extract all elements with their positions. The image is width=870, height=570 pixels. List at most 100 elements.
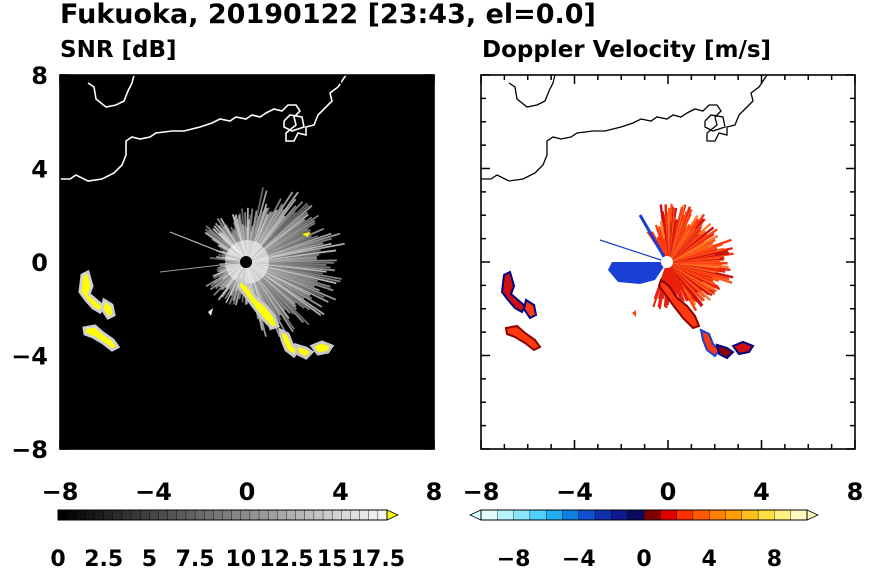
snr-colorbar-tick-labels: 0 2.5 5 7.5 10 12.5 15 17.5 bbox=[50, 547, 405, 570]
snr-colorbar-bin bbox=[112, 509, 123, 521]
snr-axis-ticks bbox=[59, 74, 435, 450]
echo-cluster-west-2 bbox=[100, 297, 116, 320]
snr-coastline bbox=[60, 74, 347, 182]
snr-colorbar-bin bbox=[213, 509, 224, 521]
doppler-colorbar-tick-label: 8 bbox=[767, 547, 782, 570]
snr-colorbar-bin bbox=[295, 509, 306, 521]
doppler-ray-west bbox=[599, 239, 668, 263]
doppler-colorbar-bin bbox=[741, 509, 759, 521]
doppler-colorbar-bin bbox=[774, 509, 792, 521]
snr-x-tick-label: 4 bbox=[332, 478, 349, 506]
doppler-blue-sector bbox=[599, 214, 669, 284]
doppler-axis-ticks bbox=[480, 74, 856, 450]
snr-colorbar-bin bbox=[66, 509, 77, 521]
snr-colorbar-bin bbox=[57, 509, 68, 521]
snr-colorbar-bin bbox=[185, 509, 196, 521]
doppler-colorbar-bin bbox=[497, 509, 515, 521]
vel-cluster-southwest bbox=[504, 324, 542, 352]
echo-speck-northeast bbox=[302, 232, 310, 237]
doppler-echo-clusters bbox=[500, 270, 755, 360]
doppler-radar-site-marker bbox=[661, 256, 673, 268]
vel-cluster-south-1 bbox=[699, 328, 721, 358]
snr-colorbar-bin bbox=[331, 509, 342, 521]
doppler-colorbar-bin bbox=[790, 509, 808, 521]
snr-colorbar-bin bbox=[167, 509, 178, 521]
snr-y-tick-labels: 8 4 0 −4 −8 bbox=[11, 62, 48, 464]
snr-ray-south bbox=[225, 261, 247, 304]
vel-line-southeast bbox=[657, 278, 701, 330]
snr-panel: SNR [dB] −8 −4 0 4 8 8 4 0 −4 −8 bbox=[11, 37, 442, 570]
snr-colorbar-bin bbox=[85, 509, 96, 521]
doppler-colorbar-frame bbox=[480, 509, 808, 521]
doppler-ray-northwest bbox=[638, 214, 669, 263]
doppler-colorbar-bin bbox=[513, 509, 531, 521]
snr-colorbar-bin bbox=[231, 509, 242, 521]
snr-colorbar-tick-label: 7.5 bbox=[176, 547, 215, 570]
vel-cluster-south-2 bbox=[715, 343, 735, 360]
doppler-colorbar-min-arrow bbox=[469, 509, 482, 521]
snr-colorbar-tick-label: 0 bbox=[50, 547, 65, 570]
snr-colorbar-bin bbox=[258, 509, 269, 521]
doppler-x-tick-label: 8 bbox=[847, 478, 864, 506]
snr-colorbar-bin bbox=[121, 509, 132, 521]
doppler-colorbar-bin bbox=[594, 509, 612, 521]
snr-colorbar-bin bbox=[76, 509, 87, 521]
doppler-coastline bbox=[481, 74, 768, 182]
snr-colorbar-bin bbox=[149, 509, 160, 521]
echo-cluster-southwest bbox=[82, 324, 121, 352]
snr-colorbar-bin bbox=[222, 509, 233, 521]
snr-radar-site-marker bbox=[240, 256, 252, 268]
doppler-colorbar bbox=[469, 509, 819, 521]
doppler-panel-title: Doppler Velocity [m/s] bbox=[482, 37, 771, 63]
vel-speck-south bbox=[632, 310, 636, 317]
doppler-colorbar-bin bbox=[562, 509, 580, 521]
snr-colorbar-bin bbox=[194, 509, 205, 521]
snr-echo-clusters bbox=[78, 232, 335, 360]
doppler-colorbar-tick-label: −8 bbox=[497, 547, 531, 570]
doppler-colorbar-bin bbox=[627, 509, 645, 521]
echo-cluster-south-2 bbox=[293, 342, 315, 360]
snr-colorbar-bin bbox=[368, 509, 379, 521]
doppler-colorbar-bin bbox=[529, 509, 547, 521]
snr-colorbar-bin bbox=[341, 509, 352, 521]
snr-colorbar-tick-label: 17.5 bbox=[351, 547, 405, 570]
doppler-colorbar-bin bbox=[546, 509, 564, 521]
snr-colorbar-bin bbox=[313, 509, 324, 521]
snr-colorbar-tick-label: 5 bbox=[142, 547, 157, 570]
doppler-echo-rays bbox=[646, 203, 734, 312]
snr-colorbar-bin bbox=[240, 509, 251, 521]
snr-y-tick-label: 4 bbox=[31, 156, 48, 184]
doppler-colorbar-tick-label: 4 bbox=[702, 547, 717, 570]
doppler-x-tick-label: 0 bbox=[660, 478, 677, 506]
doppler-panel: Doppler Velocity [m/s] −8 −4 0 4 8 bbox=[463, 37, 864, 570]
snr-colorbar-bin bbox=[359, 509, 370, 521]
doppler-colorbar-bin bbox=[676, 509, 694, 521]
echo-speck-south bbox=[208, 308, 213, 316]
doppler-colorbar-bin bbox=[725, 509, 743, 521]
doppler-colorbar-tick-label: 0 bbox=[636, 547, 651, 570]
snr-colorbar-tick-label: 2.5 bbox=[84, 547, 123, 570]
doppler-x-tick-label: 4 bbox=[753, 478, 770, 506]
snr-x-tick-label: 0 bbox=[239, 478, 256, 506]
snr-colorbar-bin bbox=[286, 509, 297, 521]
snr-colorbar-bin bbox=[140, 509, 150, 521]
snr-colorbar-bin bbox=[267, 509, 278, 521]
snr-colorbar-bin bbox=[277, 509, 288, 521]
doppler-x-tick-label: −4 bbox=[556, 478, 593, 506]
snr-colorbar-bin bbox=[94, 509, 105, 521]
snr-y-tick-label: −8 bbox=[11, 436, 48, 464]
snr-panel-title: SNR [dB] bbox=[60, 37, 177, 63]
snr-x-tick-label: −8 bbox=[42, 478, 79, 506]
snr-ray-west bbox=[169, 231, 247, 263]
snr-x-tick-labels: −8 −4 0 4 8 bbox=[42, 478, 443, 506]
doppler-x-tick-labels: −8 −4 0 4 8 bbox=[463, 478, 864, 506]
snr-echo-rays bbox=[204, 187, 345, 338]
snr-x-tick-label: −4 bbox=[135, 478, 172, 506]
snr-colorbar-bin bbox=[249, 509, 260, 521]
snr-x-tick-label: 8 bbox=[426, 478, 443, 506]
doppler-colorbar-bin bbox=[643, 509, 661, 521]
doppler-colorbar-bin bbox=[578, 509, 596, 521]
snr-colorbar-max-arrow bbox=[386, 509, 399, 521]
vel-cluster-west-2 bbox=[522, 298, 538, 320]
